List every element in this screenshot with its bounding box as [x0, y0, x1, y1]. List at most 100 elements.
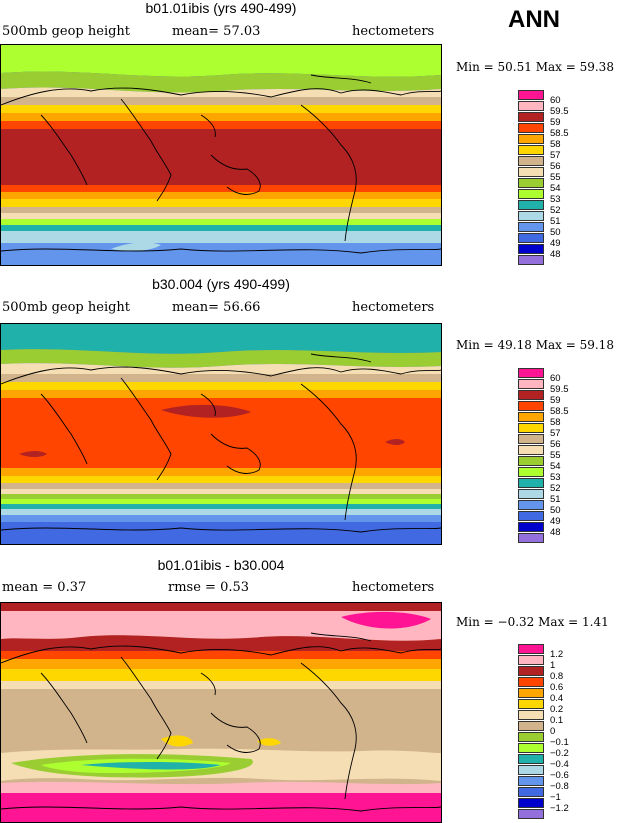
panel-2-units: hectometers [352, 300, 435, 315]
panel-1-level-label: 51 [550, 216, 561, 227]
panel-1-swatch [518, 244, 544, 254]
panel-2-swatch [518, 511, 544, 521]
panel-2-swatch [518, 368, 544, 378]
panel-2-min-max: Min = 49.18 Max = 59.18 [456, 338, 614, 352]
panel-2-swatch [518, 456, 544, 466]
panel-2-level-label: 53 [550, 472, 561, 483]
panel-2-swatch [518, 500, 544, 510]
panel-3-swatch [518, 721, 544, 731]
panel-3-swatch [518, 644, 544, 654]
panel-3-units: hectometers [352, 580, 435, 595]
panel-1-level-label: 54 [550, 183, 561, 194]
panel-2-level-label: 54 [550, 461, 561, 472]
panel-3-swatch [518, 787, 544, 797]
panel-1-swatch [518, 145, 544, 155]
panel-3-swatch [518, 732, 544, 742]
panel-2-level-label: 59 [550, 395, 561, 406]
panel-1-swatch [518, 211, 544, 221]
panel-2-swatch [518, 445, 544, 455]
panel-1-level-label: 50 [550, 227, 561, 238]
panel-1-swatch [518, 178, 544, 188]
panel-3-level-label: −0.4 [550, 759, 569, 770]
panel-1-swatch [518, 134, 544, 144]
panel-2-level-label: 52 [550, 483, 561, 494]
panel-1-swatch [518, 200, 544, 210]
panel-1-swatch [518, 233, 544, 243]
panel-2-swatch [518, 379, 544, 389]
panel-1-title: b01.01ibis (yrs 490-499) [145, 0, 297, 16]
panel-2-swatch [518, 489, 544, 499]
panel-1-swatch [518, 101, 544, 111]
panel-1-level-label: 49 [550, 238, 561, 249]
panel-2-level-label: 57 [550, 428, 561, 439]
panel-3-level-label: −0.8 [550, 781, 569, 792]
panel-1-level-label: 59.5 [550, 106, 569, 117]
panel-3-swatch [518, 743, 544, 753]
panel-3-swatch [518, 699, 544, 709]
panel-2-level-label: 50 [550, 505, 561, 516]
panel-3-swatch [518, 754, 544, 764]
panel-1-level-label: 59 [550, 117, 561, 128]
panel-3-swatch [518, 688, 544, 698]
panel-3-level-label: 0.8 [550, 671, 564, 682]
panel-2-level-label: 48 [550, 527, 561, 538]
panel-3-swatch [518, 765, 544, 775]
panel-1-level-label: 60 [550, 95, 561, 106]
panel-1-level-label: 58 [550, 139, 561, 150]
panel-2-swatch [518, 412, 544, 422]
panel-2-swatch [518, 390, 544, 400]
panel-3-level-label: 0.6 [550, 682, 564, 693]
panel-1-swatch [518, 255, 544, 265]
panel-2-field-label: 500mb geop height [2, 300, 131, 315]
panel-1-swatch [518, 112, 544, 122]
panel-2-level-label: 58.5 [550, 406, 569, 417]
panel-1-map [0, 44, 442, 266]
panel-2-level-label: 51 [550, 494, 561, 505]
panel-1-min-max: Min = 50.51 Max = 59.38 [456, 60, 614, 74]
panel-2-swatch [518, 434, 544, 444]
panel-3-level-label: −1.2 [550, 803, 569, 814]
panel-1-level-label: 48 [550, 249, 561, 260]
panel-3-level-label: −1 [550, 792, 561, 803]
panel-2-level-label: 59.5 [550, 384, 569, 395]
panel-1-level-label: 53 [550, 194, 561, 205]
panel-1-swatch [518, 123, 544, 133]
panel-3-swatch [518, 809, 544, 819]
panel-3-swatch [518, 710, 544, 720]
panel-1-level-label: 52 [550, 205, 561, 216]
panel-3-level-label: 1 [550, 660, 556, 671]
panel-1-field-label: 500mb geop height [2, 24, 131, 39]
panel-3-swatch [518, 655, 544, 665]
panel-2-level-label: 58 [550, 417, 561, 428]
panel-2-swatch [518, 467, 544, 477]
panel-3-map [0, 602, 442, 823]
panel-1-level-label: 58.5 [550, 128, 569, 139]
panel-2-level-label: 49 [550, 516, 561, 527]
panel-1-level-label: 56 [550, 161, 561, 172]
panel-3-level-label: −0.1 [550, 737, 569, 748]
panel-3-level-label: 0.1 [550, 715, 564, 726]
season-label: ANN [508, 6, 560, 33]
panel-3-swatch [518, 776, 544, 786]
panel-2-mean: mean= 56.66 [172, 300, 261, 315]
panel-1-swatch [518, 222, 544, 232]
panel-2-swatch [518, 423, 544, 433]
panel-1-swatch [518, 90, 544, 100]
panel-2-level-label: 60 [550, 373, 561, 384]
panel-3-level-label: 0.2 [550, 704, 564, 715]
panel-2-swatch [518, 533, 544, 543]
panel-3-rmse: rmse = 0.53 [168, 580, 250, 595]
panel-1-mean: mean= 57.03 [172, 24, 261, 39]
panel-3-mean: mean = 0.37 [2, 580, 87, 595]
panel-3-swatch [518, 677, 544, 687]
panel-2-swatch [518, 522, 544, 532]
panel-3-title: b01.01ibis - b30.004 [157, 557, 285, 573]
panel-3-level-label: 1.2 [550, 649, 564, 660]
panel-2-swatch [518, 401, 544, 411]
panel-2-swatch [518, 478, 544, 488]
panel-2-level-label: 55 [550, 450, 561, 461]
panel-3-swatch [518, 666, 544, 676]
panel-3-min-max: Min = −0.32 Max = 1.41 [456, 615, 609, 629]
panel-2-map [0, 323, 442, 545]
panel-2-level-label: 56 [550, 439, 561, 450]
